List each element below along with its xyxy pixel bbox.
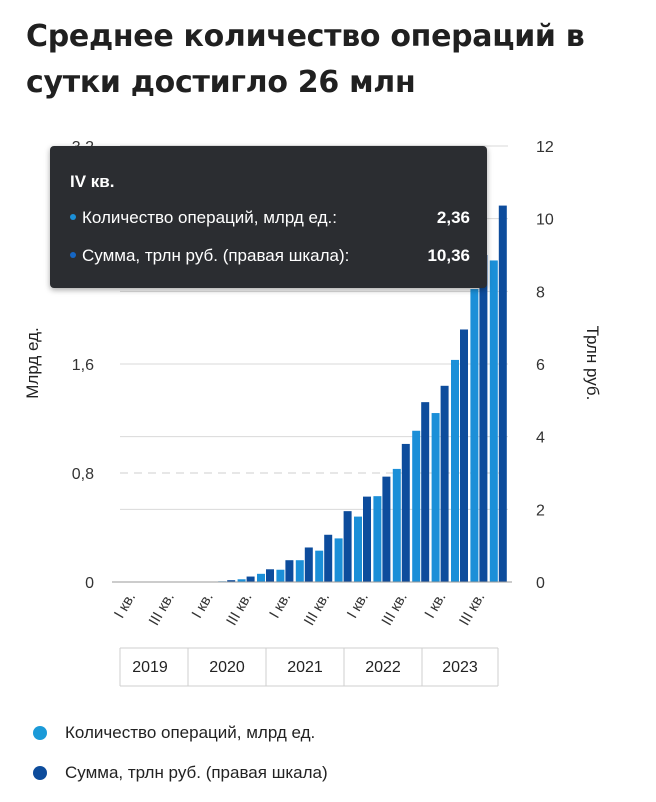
bar-count[interactable]: [392, 468, 401, 582]
y-right-tick-label: 10: [536, 212, 554, 229]
bar-sum[interactable]: [382, 476, 391, 582]
legend-label: Количество операций, млрд ед.: [65, 723, 316, 742]
year-label: 2022: [365, 659, 401, 676]
legend-swatch-light: [33, 726, 47, 740]
bar-count[interactable]: [431, 413, 440, 582]
y-left-tick-label: 1,6: [72, 357, 94, 374]
bar-count[interactable]: [451, 359, 459, 582]
bar-count[interactable]: [237, 579, 246, 582]
bar-count[interactable]: [257, 573, 265, 582]
y-right-tick-label: 8: [536, 284, 545, 301]
x-tick-label: III кв.: [301, 590, 333, 629]
y-right-tick-label: 4: [536, 430, 545, 447]
year-label: 2023: [442, 659, 478, 676]
x-tick-label: I кв.: [189, 590, 217, 622]
x-tick-label: III кв.: [456, 590, 488, 629]
legend-swatch-dark: [33, 766, 47, 780]
tooltip-row-label: Количество операций, млрд ед.:: [82, 208, 337, 227]
y-left-tick-label: 0,8: [72, 466, 94, 483]
x-tick-label: III кв.: [223, 590, 255, 629]
year-label: 2021: [287, 659, 323, 676]
bar-sum[interactable]: [266, 569, 274, 582]
bar-count[interactable]: [470, 289, 479, 582]
y-left-tick-label: 0: [85, 575, 94, 592]
tooltip-row-sum: Сумма, трлн руб. (правая шкала): 10,36: [70, 246, 470, 268]
tooltip-row-value: 2,36: [436, 208, 470, 227]
bar-count[interactable]: [295, 560, 304, 582]
legend-label: Сумма, трлн руб. (правая шкала): [65, 763, 328, 782]
bar-sum[interactable]: [324, 534, 333, 582]
bar-sum[interactable]: [304, 547, 313, 582]
bar-count[interactable]: [489, 260, 498, 582]
x-tick-label: I кв.: [421, 590, 449, 622]
y-left-axis-title: Млрд ед.: [23, 327, 42, 399]
x-tick-label: I кв.: [344, 590, 372, 622]
year-label: 2020: [209, 659, 245, 676]
chart: 00,81,63,2024681012I кв.III кв.I кв.III …: [23, 139, 602, 687]
tooltip-row-count: Количество операций, млрд ед.: 2,36: [70, 208, 470, 230]
bar-sum[interactable]: [285, 560, 294, 582]
bar-count[interactable]: [334, 538, 343, 582]
year-label: 2019: [132, 659, 168, 676]
bar-sum[interactable]: [421, 402, 430, 582]
axes: [112, 581, 512, 687]
bar-sum[interactable]: [246, 576, 255, 582]
bar-sum[interactable]: [498, 205, 507, 582]
chart-title: Среднее количество операций в сутки дост…: [26, 19, 585, 100]
y-right-tick-label: 0: [536, 575, 545, 592]
y-right-tick-label: 2: [536, 502, 545, 519]
bar-sum[interactable]: [440, 385, 449, 582]
bar-count[interactable]: [315, 550, 324, 582]
bar-sum[interactable]: [363, 496, 371, 582]
bar-count[interactable]: [373, 496, 382, 582]
tooltip-title: IV кв.: [70, 172, 115, 191]
tooltip-row-value: 10,36: [427, 246, 470, 265]
y-right-axis-title: Трлн руб.: [583, 326, 602, 401]
tooltip-row-label: Сумма, трлн руб. (правая шкала):: [82, 246, 350, 265]
bar-sum[interactable]: [343, 511, 352, 582]
y-right-tick-label: 12: [536, 139, 554, 156]
x-tick-label: III кв.: [146, 590, 178, 629]
x-tick-label: I кв.: [266, 590, 294, 622]
bar-count[interactable]: [412, 430, 421, 582]
y-right-tick-label: 6: [536, 357, 545, 374]
bar-count[interactable]: [276, 569, 285, 582]
tooltip-dot-light: [70, 213, 76, 220]
tooltip-dot-dark: [70, 251, 76, 258]
bars: [218, 205, 507, 582]
bar-sum[interactable]: [460, 329, 468, 582]
bar-sum[interactable]: [401, 443, 410, 582]
tooltip: IV кв. Количество операций, млрд ед.: 2,…: [50, 146, 487, 288]
x-tick-label: I кв.: [111, 590, 139, 622]
x-tick-label: III кв.: [378, 590, 410, 629]
bar-sum[interactable]: [479, 255, 488, 582]
bar-count[interactable]: [354, 516, 362, 582]
bar-sum[interactable]: [227, 580, 236, 582]
